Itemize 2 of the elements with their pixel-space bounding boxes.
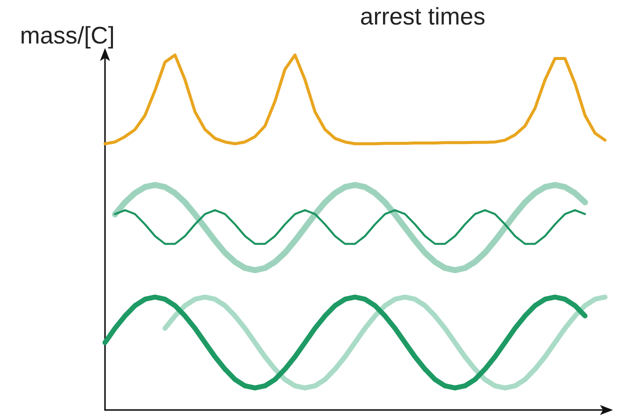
- y-axis-title: mass/[C]: [20, 22, 115, 50]
- chart-title: arrest times: [360, 4, 486, 30]
